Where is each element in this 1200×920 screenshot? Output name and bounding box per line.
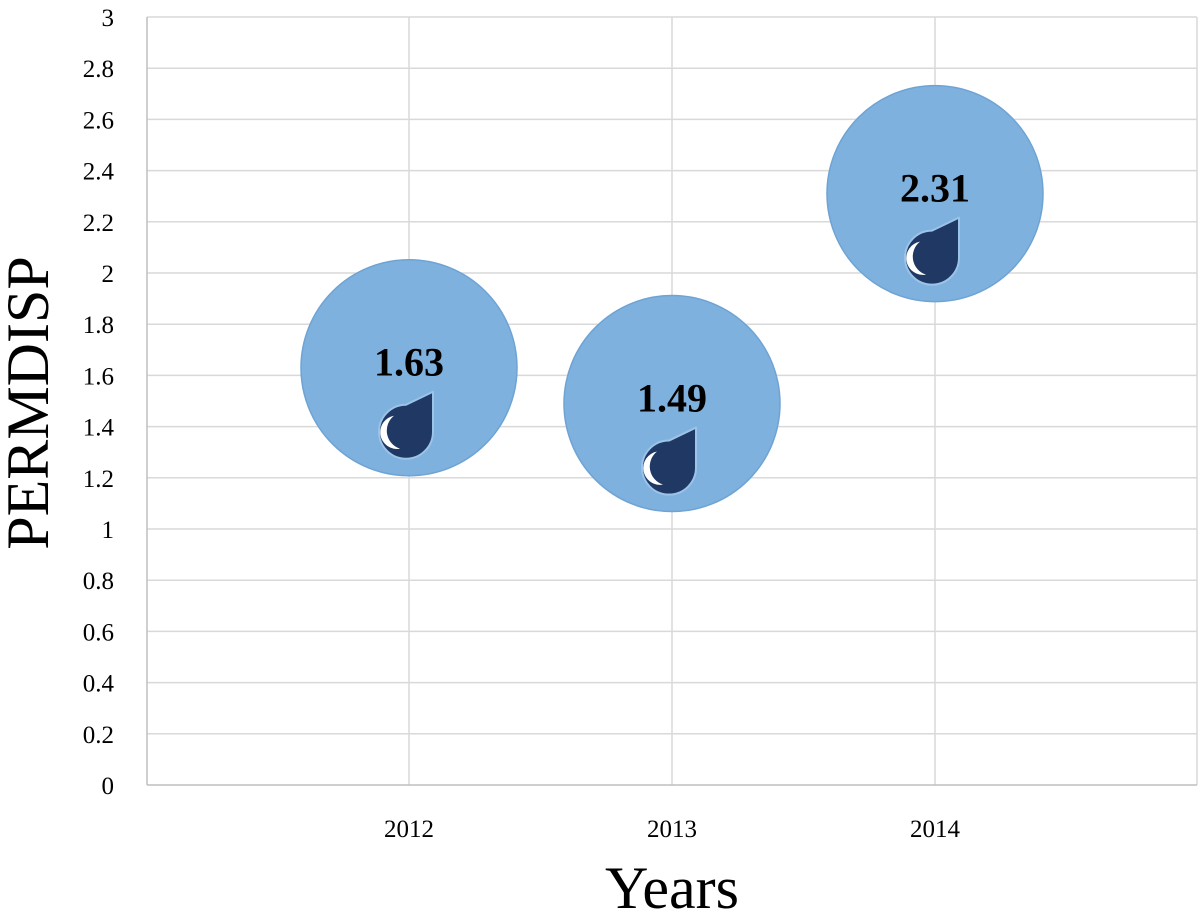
data-points: 1.63 1.49 2.31	[300, 84, 1044, 513]
y-tick-label: 2.2	[83, 210, 114, 237]
y-tick-label: 0.8	[83, 568, 114, 595]
y-tick-label: 1	[102, 517, 115, 544]
y-tick-label: 2.6	[83, 107, 114, 134]
x-tick-label: 2013	[647, 816, 697, 843]
y-tick-label: 1.6	[83, 363, 114, 390]
water-drop-highlight	[906, 241, 926, 275]
y-tick-label: 1.4	[83, 415, 115, 442]
data-label: 1.63	[374, 340, 444, 385]
data-bubble	[563, 294, 781, 513]
data-bubble	[300, 258, 518, 477]
water-drop-body	[904, 216, 960, 286]
y-axis-title: PERMDISP	[0, 256, 61, 549]
water-drop-icon	[641, 426, 697, 496]
y-tick-label: 3	[102, 5, 115, 32]
y-tick-label: 0	[102, 773, 115, 800]
y-tick-label: 2	[102, 261, 115, 288]
data-label: 2.31	[900, 166, 970, 211]
x-tick-label: 2014	[910, 816, 961, 843]
data-bubble	[826, 84, 1044, 303]
axes	[146, 17, 1197, 786]
water-drop-body	[641, 426, 697, 496]
water-drop-icon	[378, 390, 434, 460]
y-tick-label: 0.2	[83, 722, 114, 749]
water-drop-body	[378, 390, 434, 460]
water-drop-highlight	[380, 415, 400, 449]
x-axis-title: Years	[605, 855, 739, 920]
data-point: 1.63	[300, 258, 518, 477]
y-tick-label: 1.8	[83, 312, 114, 339]
y-tick-labels: 0 0.2 0.4 0.6 0.8 1 1.2 1.4 1.6 1.8 2 2.2 2.4 2.6 2.8 3	[83, 5, 115, 800]
water-drop-highlight	[643, 451, 663, 485]
data-point: 2.31	[826, 84, 1044, 303]
x-tick-label: 2012	[384, 816, 434, 843]
data-point: 1.49	[563, 294, 781, 513]
x-gridlines	[408, 17, 1198, 785]
data-label: 1.49	[637, 376, 707, 421]
y-tick-label: 2.8	[83, 56, 114, 83]
y-tick-label: 1.2	[83, 466, 114, 493]
y-tick-label: 0.4	[83, 671, 115, 698]
water-drop-icon	[904, 216, 960, 286]
y-tick-label: 0.6	[83, 619, 114, 646]
y-tick-label: 2.4	[83, 159, 115, 186]
x-tick-labels: 2012 2013 2014	[384, 816, 961, 843]
